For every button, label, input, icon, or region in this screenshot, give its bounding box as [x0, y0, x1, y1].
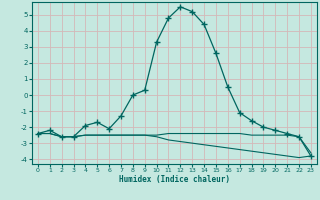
- X-axis label: Humidex (Indice chaleur): Humidex (Indice chaleur): [119, 175, 230, 184]
